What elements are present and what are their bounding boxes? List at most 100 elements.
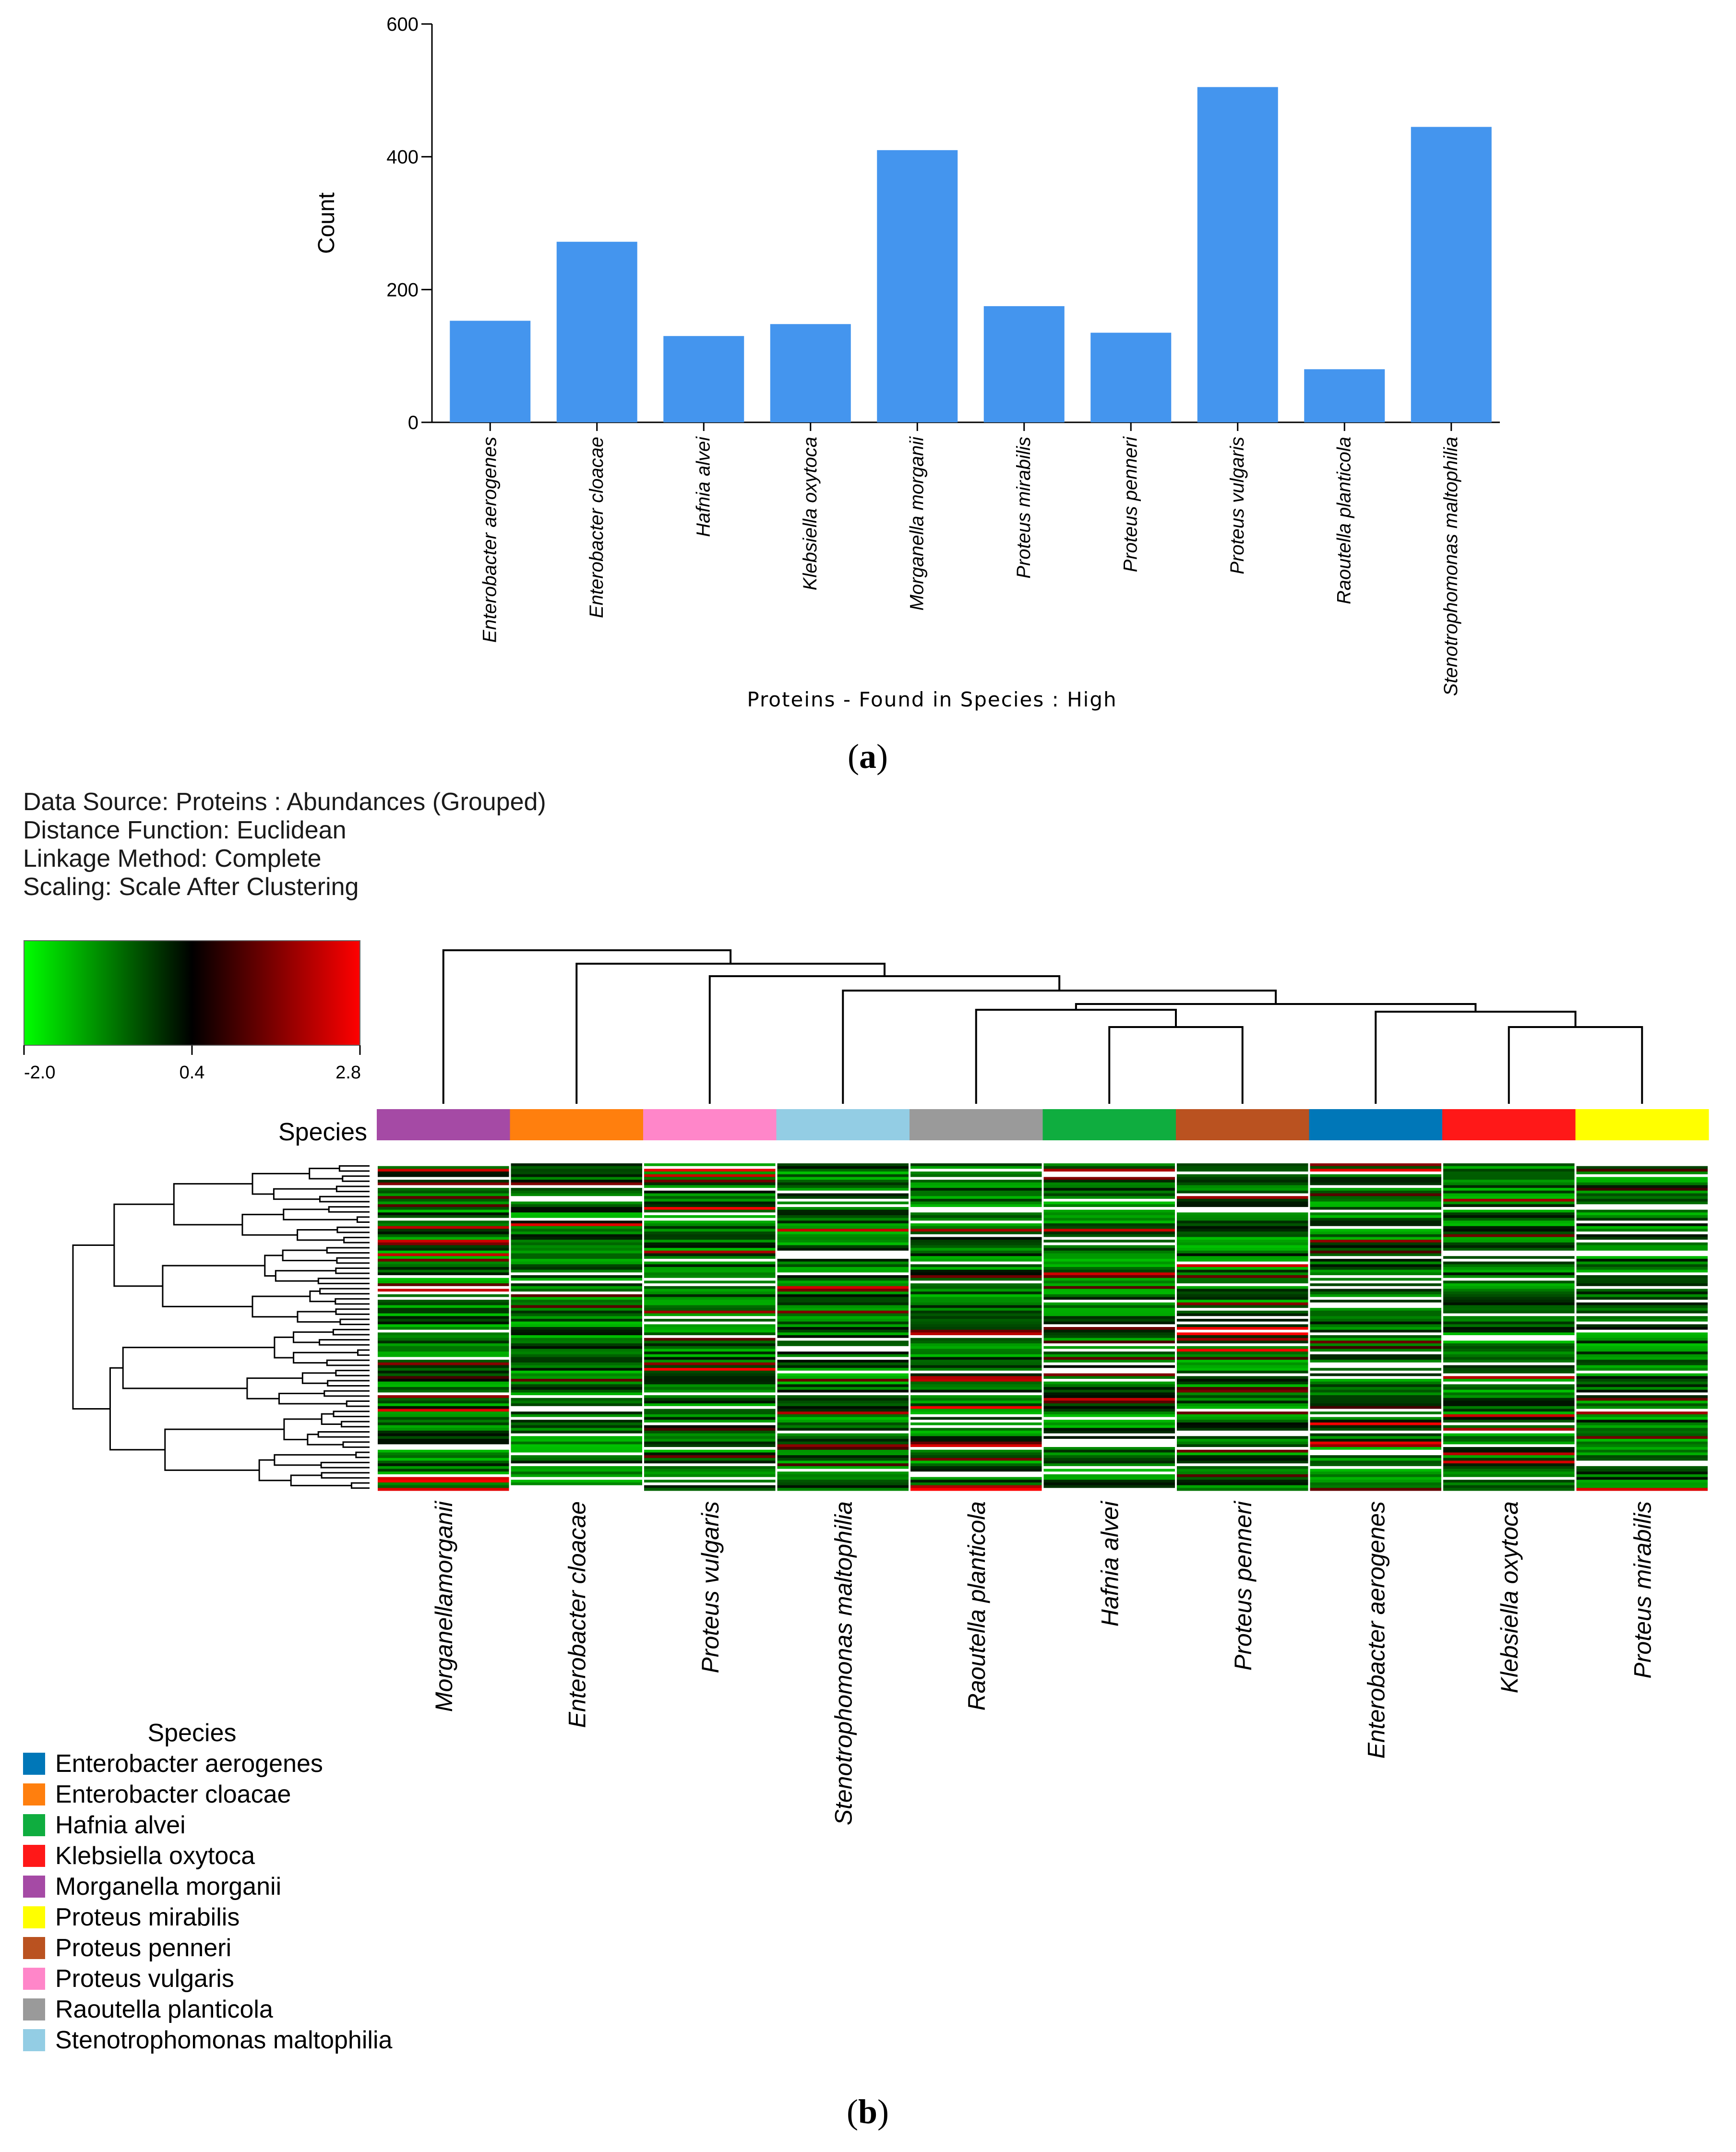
heatmap-cell bbox=[1443, 1305, 1575, 1308]
legend-title: Species bbox=[148, 1719, 237, 1747]
heatmap-cell bbox=[1043, 1198, 1175, 1202]
heatmap-cell bbox=[910, 1360, 1042, 1363]
heatmap-cell bbox=[1443, 1447, 1575, 1450]
heatmap-column-label: Enterobacter cloacae bbox=[563, 1501, 590, 1728]
heatmap-cell bbox=[1576, 1477, 1708, 1480]
heatmap-cell bbox=[644, 1447, 776, 1450]
heatmap-cell bbox=[910, 1384, 1042, 1387]
heatmap-cell bbox=[378, 1428, 509, 1431]
heatmap-cell bbox=[1576, 1349, 1708, 1352]
heatmap-cell bbox=[1310, 1188, 1441, 1191]
heatmap-cell bbox=[1310, 1198, 1441, 1202]
heatmap-cell bbox=[378, 1174, 509, 1177]
heatmap-cell bbox=[511, 1223, 642, 1227]
heatmap-cell bbox=[378, 1310, 509, 1314]
heatmap-cell bbox=[777, 1373, 909, 1376]
heatmap-cell bbox=[1310, 1209, 1441, 1213]
heatmap-cell bbox=[1043, 1354, 1175, 1357]
heatmap-cell bbox=[1576, 1365, 1708, 1368]
heatmap-cell bbox=[644, 1370, 776, 1374]
heatmap-cell bbox=[1310, 1207, 1441, 1210]
heatmap-cell bbox=[910, 1324, 1042, 1327]
heatmap-cell bbox=[910, 1174, 1042, 1177]
info-data-source: Data Source: Proteins : Abundances (Grou… bbox=[23, 788, 546, 816]
heatmap-cell bbox=[644, 1349, 776, 1352]
heatmap-cell bbox=[644, 1338, 776, 1341]
heatmap-cell bbox=[511, 1209, 642, 1213]
heatmap-cell bbox=[1310, 1436, 1441, 1439]
heatmap-cell bbox=[910, 1378, 1042, 1382]
heatmap-cell bbox=[644, 1351, 776, 1355]
heatmap-cell bbox=[1443, 1411, 1575, 1415]
heatmap-cell bbox=[1576, 1357, 1708, 1360]
heatmap-cell bbox=[511, 1177, 642, 1180]
heatmap-cell bbox=[644, 1384, 776, 1387]
heatmap-cell bbox=[777, 1335, 909, 1339]
heatmap-cell bbox=[1043, 1455, 1175, 1459]
heatmap-cell bbox=[1043, 1300, 1175, 1303]
heatmap-cell bbox=[1576, 1231, 1708, 1235]
row-dendrogram-branch bbox=[346, 1400, 370, 1407]
heatmap-cell bbox=[1177, 1381, 1308, 1385]
heatmap-cell bbox=[1177, 1466, 1308, 1469]
heatmap-cell bbox=[910, 1477, 1042, 1480]
heatmap-cell bbox=[378, 1212, 509, 1216]
heatmap-cell bbox=[644, 1180, 776, 1183]
heatmap-cell bbox=[1443, 1329, 1575, 1333]
heatmap-cell bbox=[644, 1378, 776, 1382]
heatmap-cell bbox=[511, 1414, 642, 1417]
bar bbox=[1411, 127, 1492, 423]
heatmap-cell bbox=[1310, 1368, 1441, 1371]
heatmap-cell bbox=[777, 1291, 909, 1295]
heatmap-cell bbox=[1177, 1318, 1308, 1322]
heatmap-cell bbox=[1310, 1242, 1441, 1245]
heatmap-cell bbox=[378, 1409, 509, 1412]
heatmap-cell bbox=[1576, 1327, 1708, 1330]
x-tick-label: Raoutella planticola bbox=[1333, 437, 1354, 604]
heatmap-cell bbox=[1576, 1318, 1708, 1322]
heatmap-cell bbox=[511, 1406, 642, 1409]
heatmap-cell bbox=[1177, 1349, 1308, 1352]
column-dendrogram-branch bbox=[842, 990, 1277, 1104]
heatmap-cell bbox=[1310, 1294, 1441, 1297]
heatmap-column bbox=[777, 1163, 909, 1491]
heatmap-column bbox=[1443, 1163, 1575, 1491]
heatmap-cell bbox=[1443, 1185, 1575, 1188]
heatmap-cell bbox=[1043, 1258, 1175, 1262]
heatmap-cell bbox=[511, 1300, 642, 1303]
heatmap-cell bbox=[1576, 1439, 1708, 1442]
heatmap-cell bbox=[777, 1441, 909, 1445]
legend-label: Proteus mirabilis bbox=[55, 1903, 239, 1931]
heatmap-cell bbox=[644, 1439, 776, 1442]
heatmap-cell bbox=[511, 1308, 642, 1311]
heatmap-cell bbox=[1310, 1256, 1441, 1259]
heatmap-cell bbox=[1177, 1278, 1308, 1281]
heatmap-cell bbox=[910, 1480, 1042, 1483]
heatmap-cell bbox=[378, 1422, 509, 1425]
heatmap-cell bbox=[1043, 1327, 1175, 1330]
heatmap-cell bbox=[1177, 1267, 1308, 1270]
heatmap-cell bbox=[1177, 1300, 1308, 1303]
heatmap-cell bbox=[777, 1349, 909, 1352]
heatmap-cell bbox=[644, 1433, 776, 1436]
heatmap-cell bbox=[644, 1291, 776, 1295]
heatmap-cell bbox=[777, 1226, 909, 1229]
heatmap-cell bbox=[910, 1234, 1042, 1237]
heatmap-cell bbox=[1177, 1329, 1308, 1333]
heatmap-cell bbox=[777, 1253, 909, 1256]
heatmap-cell bbox=[644, 1444, 776, 1447]
heatmap-cell bbox=[378, 1278, 509, 1281]
heatmap-cell bbox=[511, 1291, 642, 1295]
heatmap-cell bbox=[1576, 1275, 1708, 1279]
heatmap-cell bbox=[777, 1180, 909, 1183]
row-dendrogram-branch bbox=[301, 1372, 336, 1384]
heatmap-cell bbox=[1310, 1338, 1441, 1341]
heatmap-cell bbox=[644, 1218, 776, 1221]
heatmap-cell bbox=[777, 1231, 909, 1235]
heatmap-cell bbox=[644, 1248, 776, 1251]
heatmap-cell bbox=[777, 1302, 909, 1305]
heatmap-cell bbox=[777, 1261, 909, 1265]
heatmap-cell bbox=[1443, 1283, 1575, 1287]
column-dendrogram bbox=[442, 949, 1643, 1104]
heatmap-cell bbox=[1310, 1272, 1441, 1276]
